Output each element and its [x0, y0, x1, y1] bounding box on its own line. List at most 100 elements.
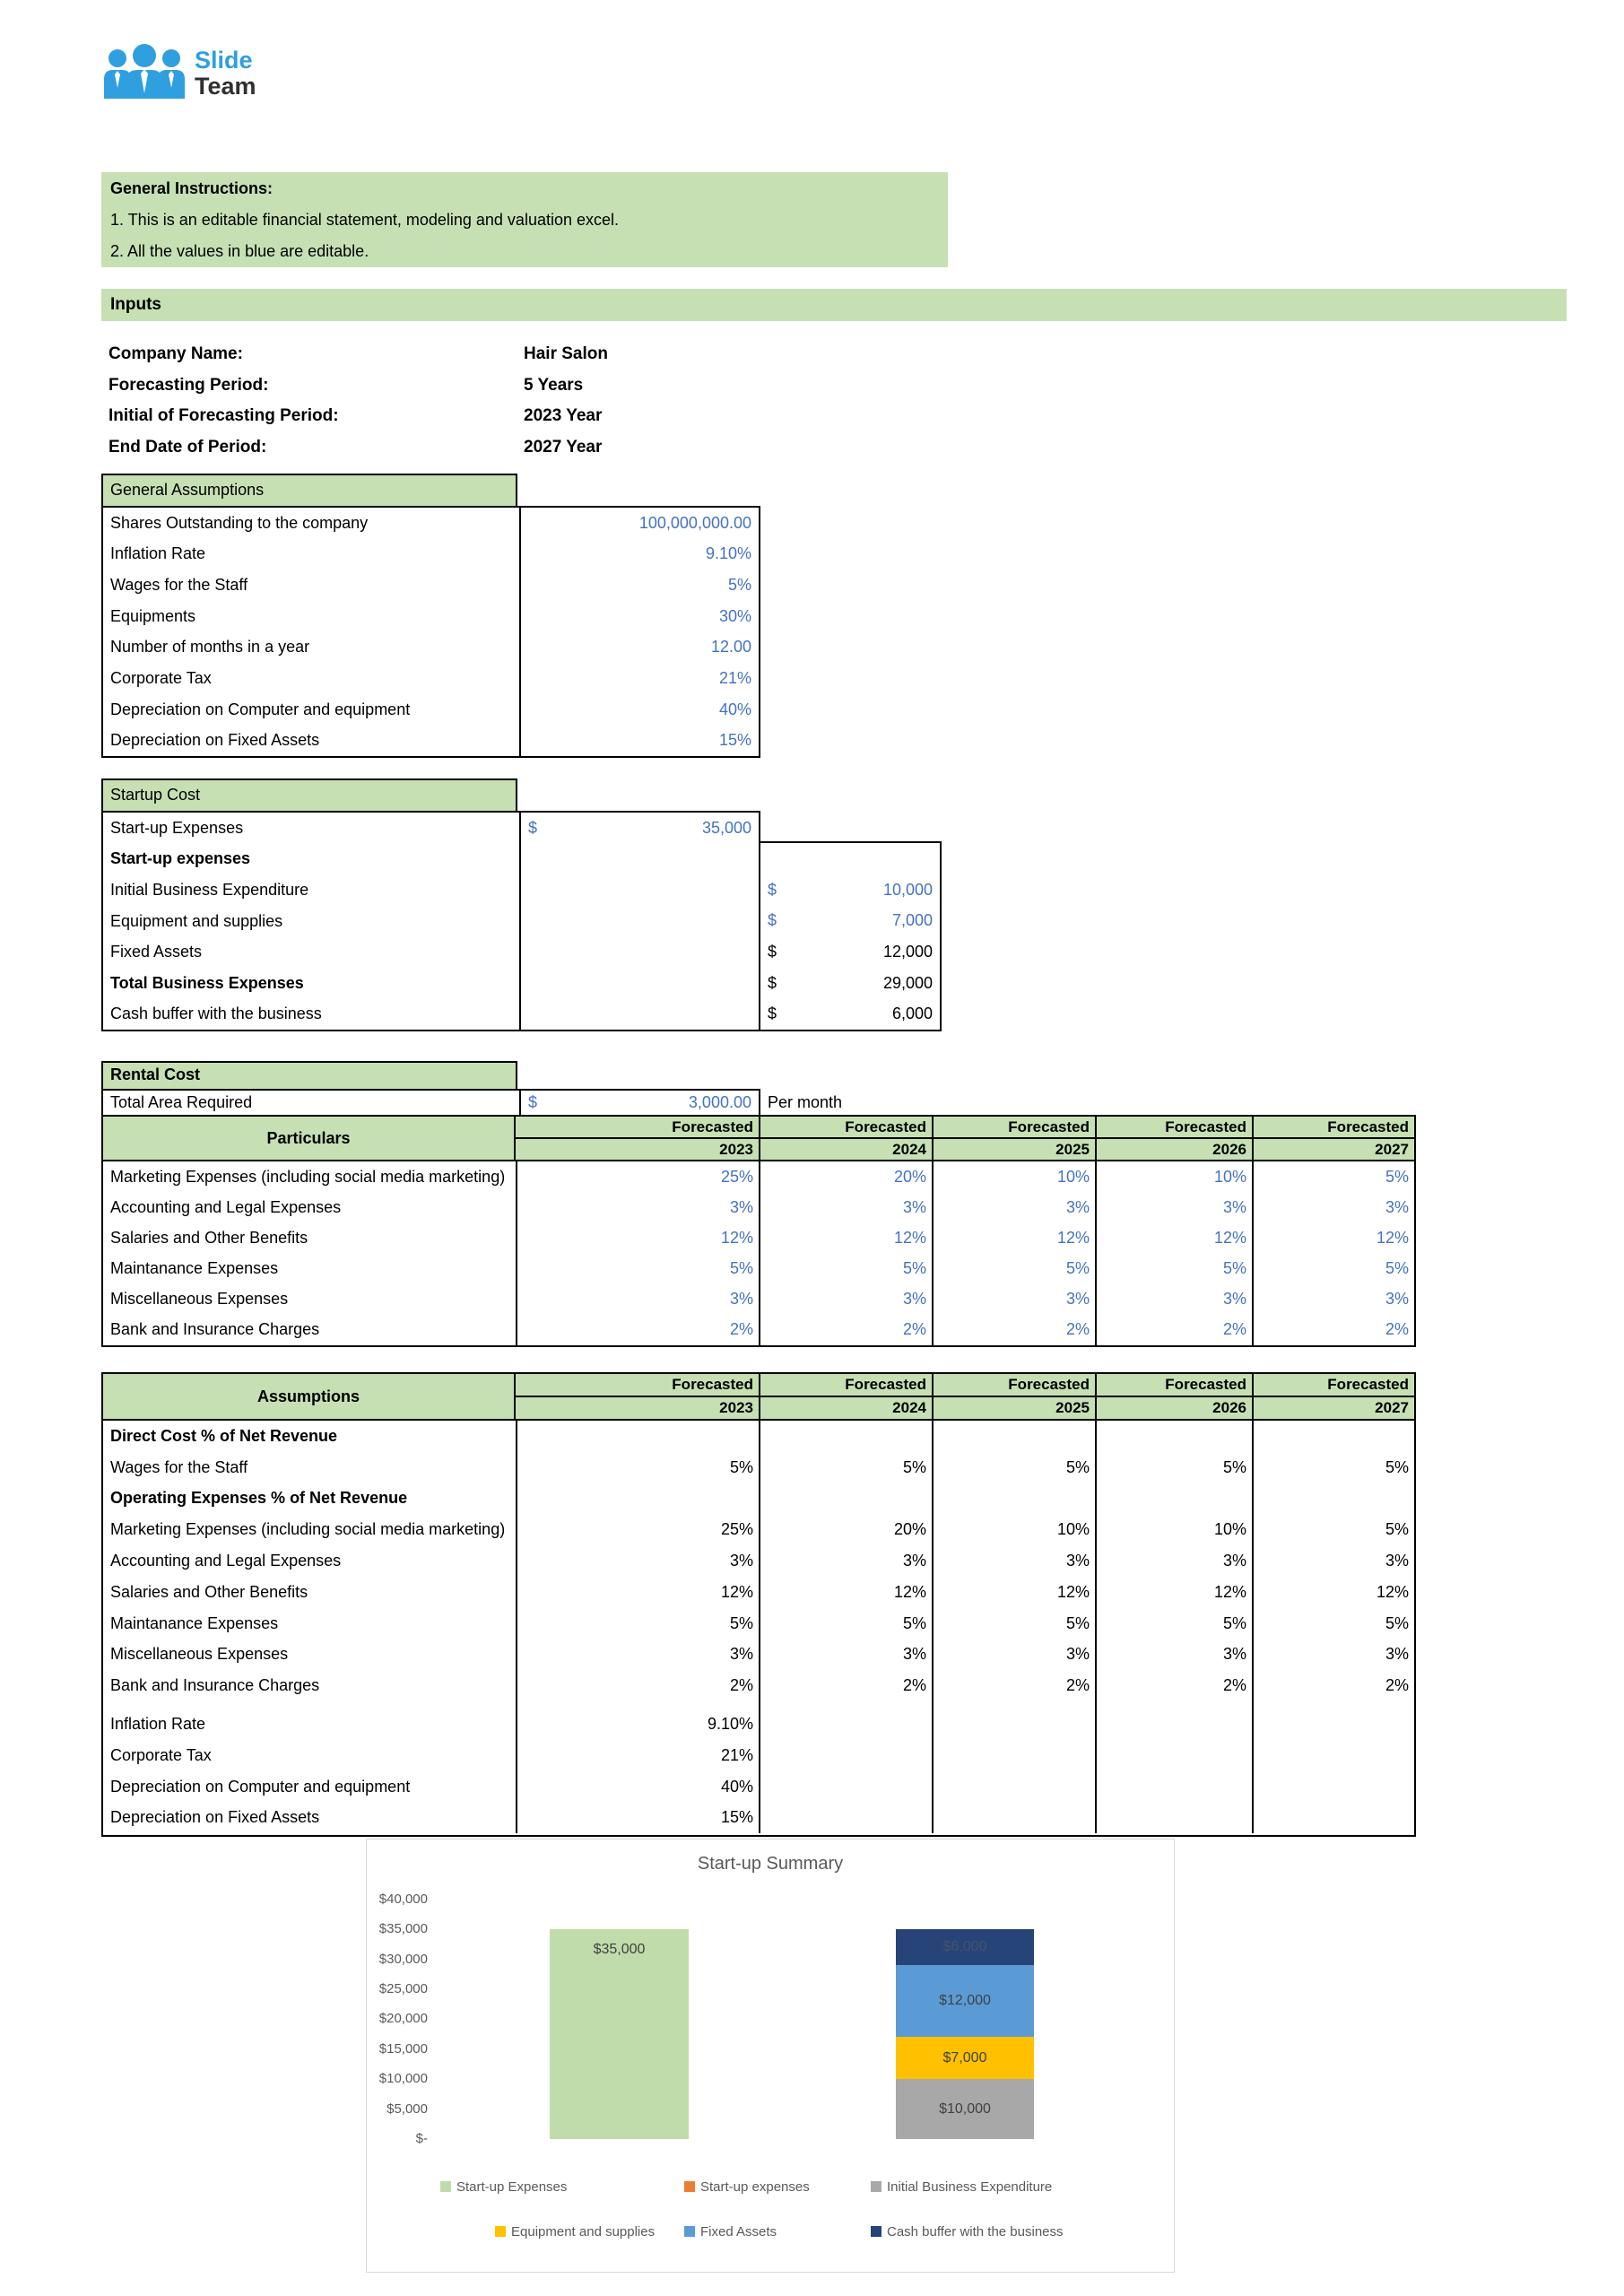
assumption-value[interactable]: 15%: [519, 725, 759, 756]
row-label: Accounting and Legal Expenses: [110, 1197, 342, 1216]
row-value[interactable]: 3%: [1252, 1283, 1414, 1315]
startup-amount-cell[interactable]: $7,000: [760, 905, 940, 936]
assumptions-table-body: Direct Cost % of Net Revenue Wages for th…: [101, 1421, 1416, 1837]
row-label: Inflation Rate: [110, 1715, 206, 1734]
row-value: [759, 1483, 932, 1515]
row-value[interactable]: 2%: [932, 1314, 1095, 1346]
row-value[interactable]: 2%: [516, 1314, 759, 1346]
row-value: 5%: [1095, 1451, 1252, 1483]
startup-amount-cell[interactable]: $10,000: [760, 874, 940, 906]
row-value[interactable]: 5%: [759, 1253, 932, 1284]
row-value[interactable]: 12%: [1252, 1222, 1414, 1254]
row-value[interactable]: 3%: [759, 1192, 932, 1223]
row-value[interactable]: 5%: [516, 1253, 759, 1284]
total-area-value-cell[interactable]: $ 3,000.00: [519, 1091, 759, 1115]
table-row: Corporate Tax 21%: [103, 1739, 1414, 1771]
y-axis-tick-label: $5,000: [386, 2100, 428, 2117]
slideteam-logo: Slide Team: [101, 43, 256, 103]
startup-value[interactable]: 35,000: [701, 818, 751, 837]
row-value: [759, 1770, 932, 1803]
segment-data-label: $6,000: [942, 1939, 987, 1955]
row-value: 3%: [1252, 1545, 1414, 1577]
row-value: [1252, 1802, 1414, 1834]
row-value[interactable]: 3%: [932, 1283, 1095, 1315]
row-value[interactable]: 10%: [1095, 1161, 1252, 1193]
row-value[interactable]: 3%: [932, 1192, 1095, 1223]
row-value: [759, 1709, 932, 1740]
row-value: 21%: [516, 1739, 759, 1771]
row-value[interactable]: 10%: [932, 1161, 1095, 1193]
row-value[interactable]: 3%: [1095, 1192, 1252, 1223]
startup-mid-cell: [519, 905, 759, 937]
row-value: [1252, 1770, 1414, 1803]
row-value[interactable]: 12%: [516, 1222, 759, 1254]
legend-label: Equipment and supplies: [511, 2224, 656, 2239]
forecasted-label: Forecasted: [845, 1118, 926, 1135]
legend-swatch-icon: [684, 2226, 695, 2237]
chart-title: Start-up Summary: [697, 1854, 844, 1874]
year-column-header: Forecasted 2027: [1252, 1117, 1414, 1160]
assumption-value[interactable]: 21%: [519, 663, 759, 694]
assumption-value[interactable]: 12.00: [519, 631, 759, 664]
row-value: 3%: [932, 1639, 1095, 1671]
segment-initial-business-expenditure: [896, 2079, 1034, 2139]
row-value: 3%: [759, 1639, 932, 1671]
company-info-value: 5 Years: [524, 375, 584, 395]
startup-amount-row: $12,000: [760, 936, 940, 968]
row-value: [1252, 1421, 1414, 1452]
row-value[interactable]: 25%: [516, 1161, 759, 1193]
assumption-value[interactable]: 9.10%: [519, 538, 759, 570]
row-value[interactable]: 3%: [1252, 1192, 1414, 1223]
total-area-value[interactable]: 3,000.00: [688, 1093, 751, 1111]
y-axis-tick-label: $20,000: [378, 2011, 428, 2027]
row-value[interactable]: 3%: [759, 1283, 932, 1315]
row-value[interactable]: 3%: [1095, 1283, 1252, 1315]
row-value[interactable]: 12%: [932, 1222, 1095, 1254]
row-value[interactable]: 2%: [1252, 1314, 1414, 1346]
startup-cost-amount-column: $10,000 $7,000 $12,000 $29,000 $6,000: [760, 841, 942, 1031]
row-value: [932, 1802, 1095, 1834]
assumption-value[interactable]: 5%: [519, 570, 759, 601]
row-value[interactable]: 3%: [516, 1192, 759, 1223]
assumption-value[interactable]: 100,000,000.00: [519, 508, 759, 539]
startup-mid-cell[interactable]: $35,000: [519, 813, 759, 844]
row-value: 3%: [516, 1639, 759, 1671]
assumption-label: Number of months in a year: [110, 638, 310, 657]
startup-amount-value[interactable]: 7,000: [891, 911, 933, 930]
row-value[interactable]: 2%: [759, 1314, 932, 1346]
startup-label: Fixed Assets: [110, 943, 203, 961]
assumption-label: Wages for the Staff: [110, 576, 248, 595]
row-value[interactable]: 12%: [759, 1222, 932, 1254]
assumption-label: Inflation Rate: [110, 544, 206, 563]
startup-amount-value[interactable]: 10,000: [882, 880, 933, 899]
assumption-label: Shares Outstanding to the company: [110, 513, 369, 532]
row-value[interactable]: 5%: [1252, 1161, 1414, 1193]
row-value[interactable]: 5%: [1252, 1253, 1414, 1284]
startup-label: Initial Business Expenditure: [110, 880, 309, 899]
row-value[interactable]: 2%: [1095, 1314, 1252, 1346]
year-column-header: Forecasted 2023: [516, 1374, 759, 1419]
assumption-value[interactable]: 30%: [519, 600, 759, 632]
row-value[interactable]: 5%: [932, 1253, 1095, 1284]
row-value: [516, 1421, 759, 1452]
forecasted-label: Forecasted: [1327, 1376, 1409, 1393]
particulars-table-header: Particulars Forecasted 2023 Forecasted 2024 F…: [101, 1115, 1416, 1161]
row-value[interactable]: 3%: [516, 1283, 759, 1315]
row-value: 3%: [1252, 1639, 1414, 1671]
table-row: Maintanance Expenses 5% 5% 5% 5% 5%: [103, 1253, 1414, 1284]
row-value[interactable]: 12%: [1095, 1222, 1252, 1254]
row-label: Corporate Tax: [110, 1745, 212, 1764]
company-info-label: Initial of Forecasting Period:: [109, 406, 339, 426]
assumption-row: Depreciation on Fixed Assets 15%: [103, 725, 759, 756]
row-label: Marketing Expenses (including social med…: [110, 1520, 506, 1539]
startup-amount-row: $29,000: [760, 968, 940, 999]
y-axis-tick-label: $-: [415, 2131, 428, 2146]
legend-swatch-icon: [495, 2226, 506, 2237]
legend-swatch-icon: [871, 2226, 881, 2237]
assumption-value[interactable]: 40%: [519, 693, 759, 726]
row-value: 5%: [1252, 1451, 1414, 1483]
row-value[interactable]: 20%: [759, 1161, 932, 1193]
row-value[interactable]: 5%: [1095, 1253, 1252, 1284]
table-row: Salaries and Other Benefits 12% 12% 12% 12% 1…: [103, 1576, 1414, 1608]
total-area-label: Total Area Required: [110, 1093, 253, 1111]
